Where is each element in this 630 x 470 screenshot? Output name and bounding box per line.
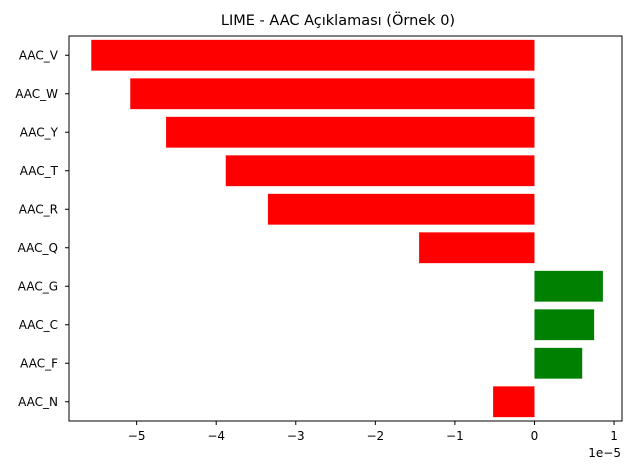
bar-aac-t — [225, 155, 535, 187]
y-tick-label: AAC_N — [18, 395, 58, 409]
x-axis: −5 −4 −3 −2 −1 0 1 — [128, 421, 618, 443]
bar-aac-r — [267, 193, 535, 225]
bar-aac-f — [534, 347, 583, 379]
bar-aac-n — [493, 386, 535, 418]
y-tick-label: AAC_G — [18, 279, 58, 293]
x-tick-label: −3 — [287, 429, 305, 443]
y-axis: AAC_V AAC_W AAC_Y AAC_T AAC_R AAC_Q AAC_G AAC_C… — [15, 48, 69, 409]
x-tick-label: 0 — [531, 429, 539, 443]
x-tick-label: −2 — [366, 429, 384, 443]
y-tick-label: AAC_F — [20, 356, 58, 370]
y-tick-label: AAC_R — [19, 202, 58, 216]
y-tick-label: AAC_Y — [20, 125, 59, 139]
bar-aac-c — [534, 309, 595, 341]
chart-title: LIME - AAC Açıklaması (Örnek 0) — [221, 11, 455, 29]
bar-aac-y — [166, 116, 535, 148]
axes-frame — [68, 35, 623, 422]
bars-group — [91, 39, 603, 418]
y-tick-label: AAC_V — [19, 48, 59, 62]
y-tick-label: AAC_C — [19, 318, 58, 332]
bar-aac-g — [534, 270, 603, 302]
bar-aac-q — [419, 232, 535, 264]
axis-offset-label: 1e−5 — [588, 446, 621, 460]
x-tick-label: −5 — [128, 429, 146, 443]
y-tick-label: AAC_Q — [18, 241, 58, 255]
x-tick-label: −4 — [207, 429, 225, 443]
bar-aac-v — [91, 39, 535, 71]
y-tick-label: AAC_T — [20, 164, 59, 178]
y-tick-label: AAC_W — [15, 87, 58, 101]
x-tick-label: 1 — [610, 429, 618, 443]
x-tick-label: −1 — [446, 429, 464, 443]
bar-aac-w — [130, 78, 535, 110]
